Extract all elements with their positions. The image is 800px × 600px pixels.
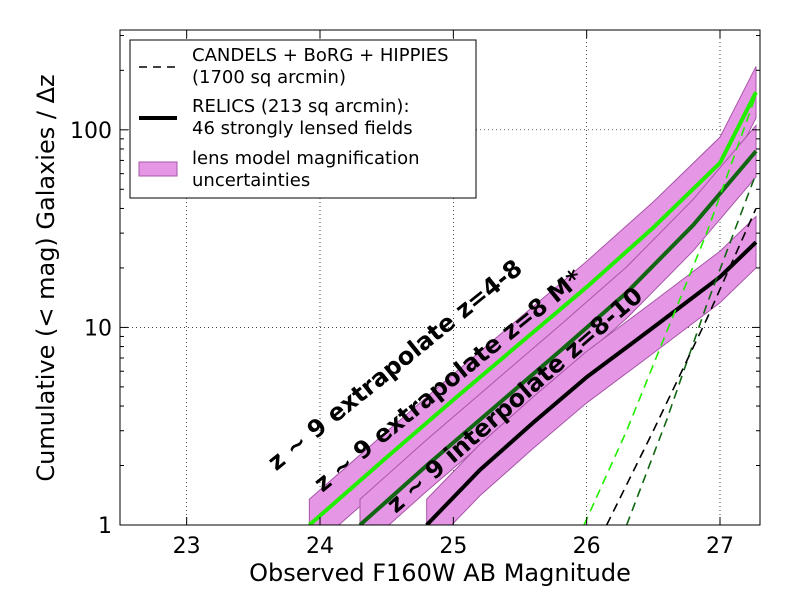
legend-candels-line1: CANDELS + BoRG + HIPPIES [192, 45, 449, 66]
candels-curve [583, 94, 757, 525]
legend: CANDELS + BoRG + HIPPIES (1700 sq arcmin… [129, 39, 477, 199]
y-tick-label: 100 [70, 119, 112, 144]
x-tick-label: 23 [173, 534, 201, 559]
x-tick-label: 27 [706, 534, 734, 559]
y-axis-title: Cumulative (< mag) Galaxies / Δz [32, 74, 60, 481]
x-tick-label: 25 [439, 534, 467, 559]
axis-ticks: 23 24 25 26 27 1 10 100 [70, 30, 760, 559]
x-tick-label: 24 [306, 534, 334, 559]
uncertainty-band [359, 124, 757, 525]
y-tick-label: 10 [84, 316, 112, 341]
legend-band-line1: lens model magnification [192, 148, 420, 169]
x-tick-label: 26 [573, 534, 601, 559]
data-curves [308, 91, 758, 525]
relics-curve [358, 149, 758, 525]
legend-band-line2: uncertainties [192, 170, 310, 191]
x-axis-title: Observed F160W AB Magnitude [249, 559, 631, 587]
legend-band-swatch [138, 161, 178, 177]
legend-box [129, 39, 477, 199]
relics-curve [425, 240, 758, 525]
relics-curve [308, 91, 758, 525]
y-tick-label: 1 [98, 514, 112, 539]
legend-relics-line1: RELICS (213 sq arcmin): [192, 96, 410, 117]
legend-candels-line2: (1700 sq arcmin) [192, 67, 346, 88]
legend-relics-line2: 46 strongly lensed fields [192, 118, 413, 139]
plot-frame [119, 29, 761, 526]
candels-curve [605, 208, 757, 525]
